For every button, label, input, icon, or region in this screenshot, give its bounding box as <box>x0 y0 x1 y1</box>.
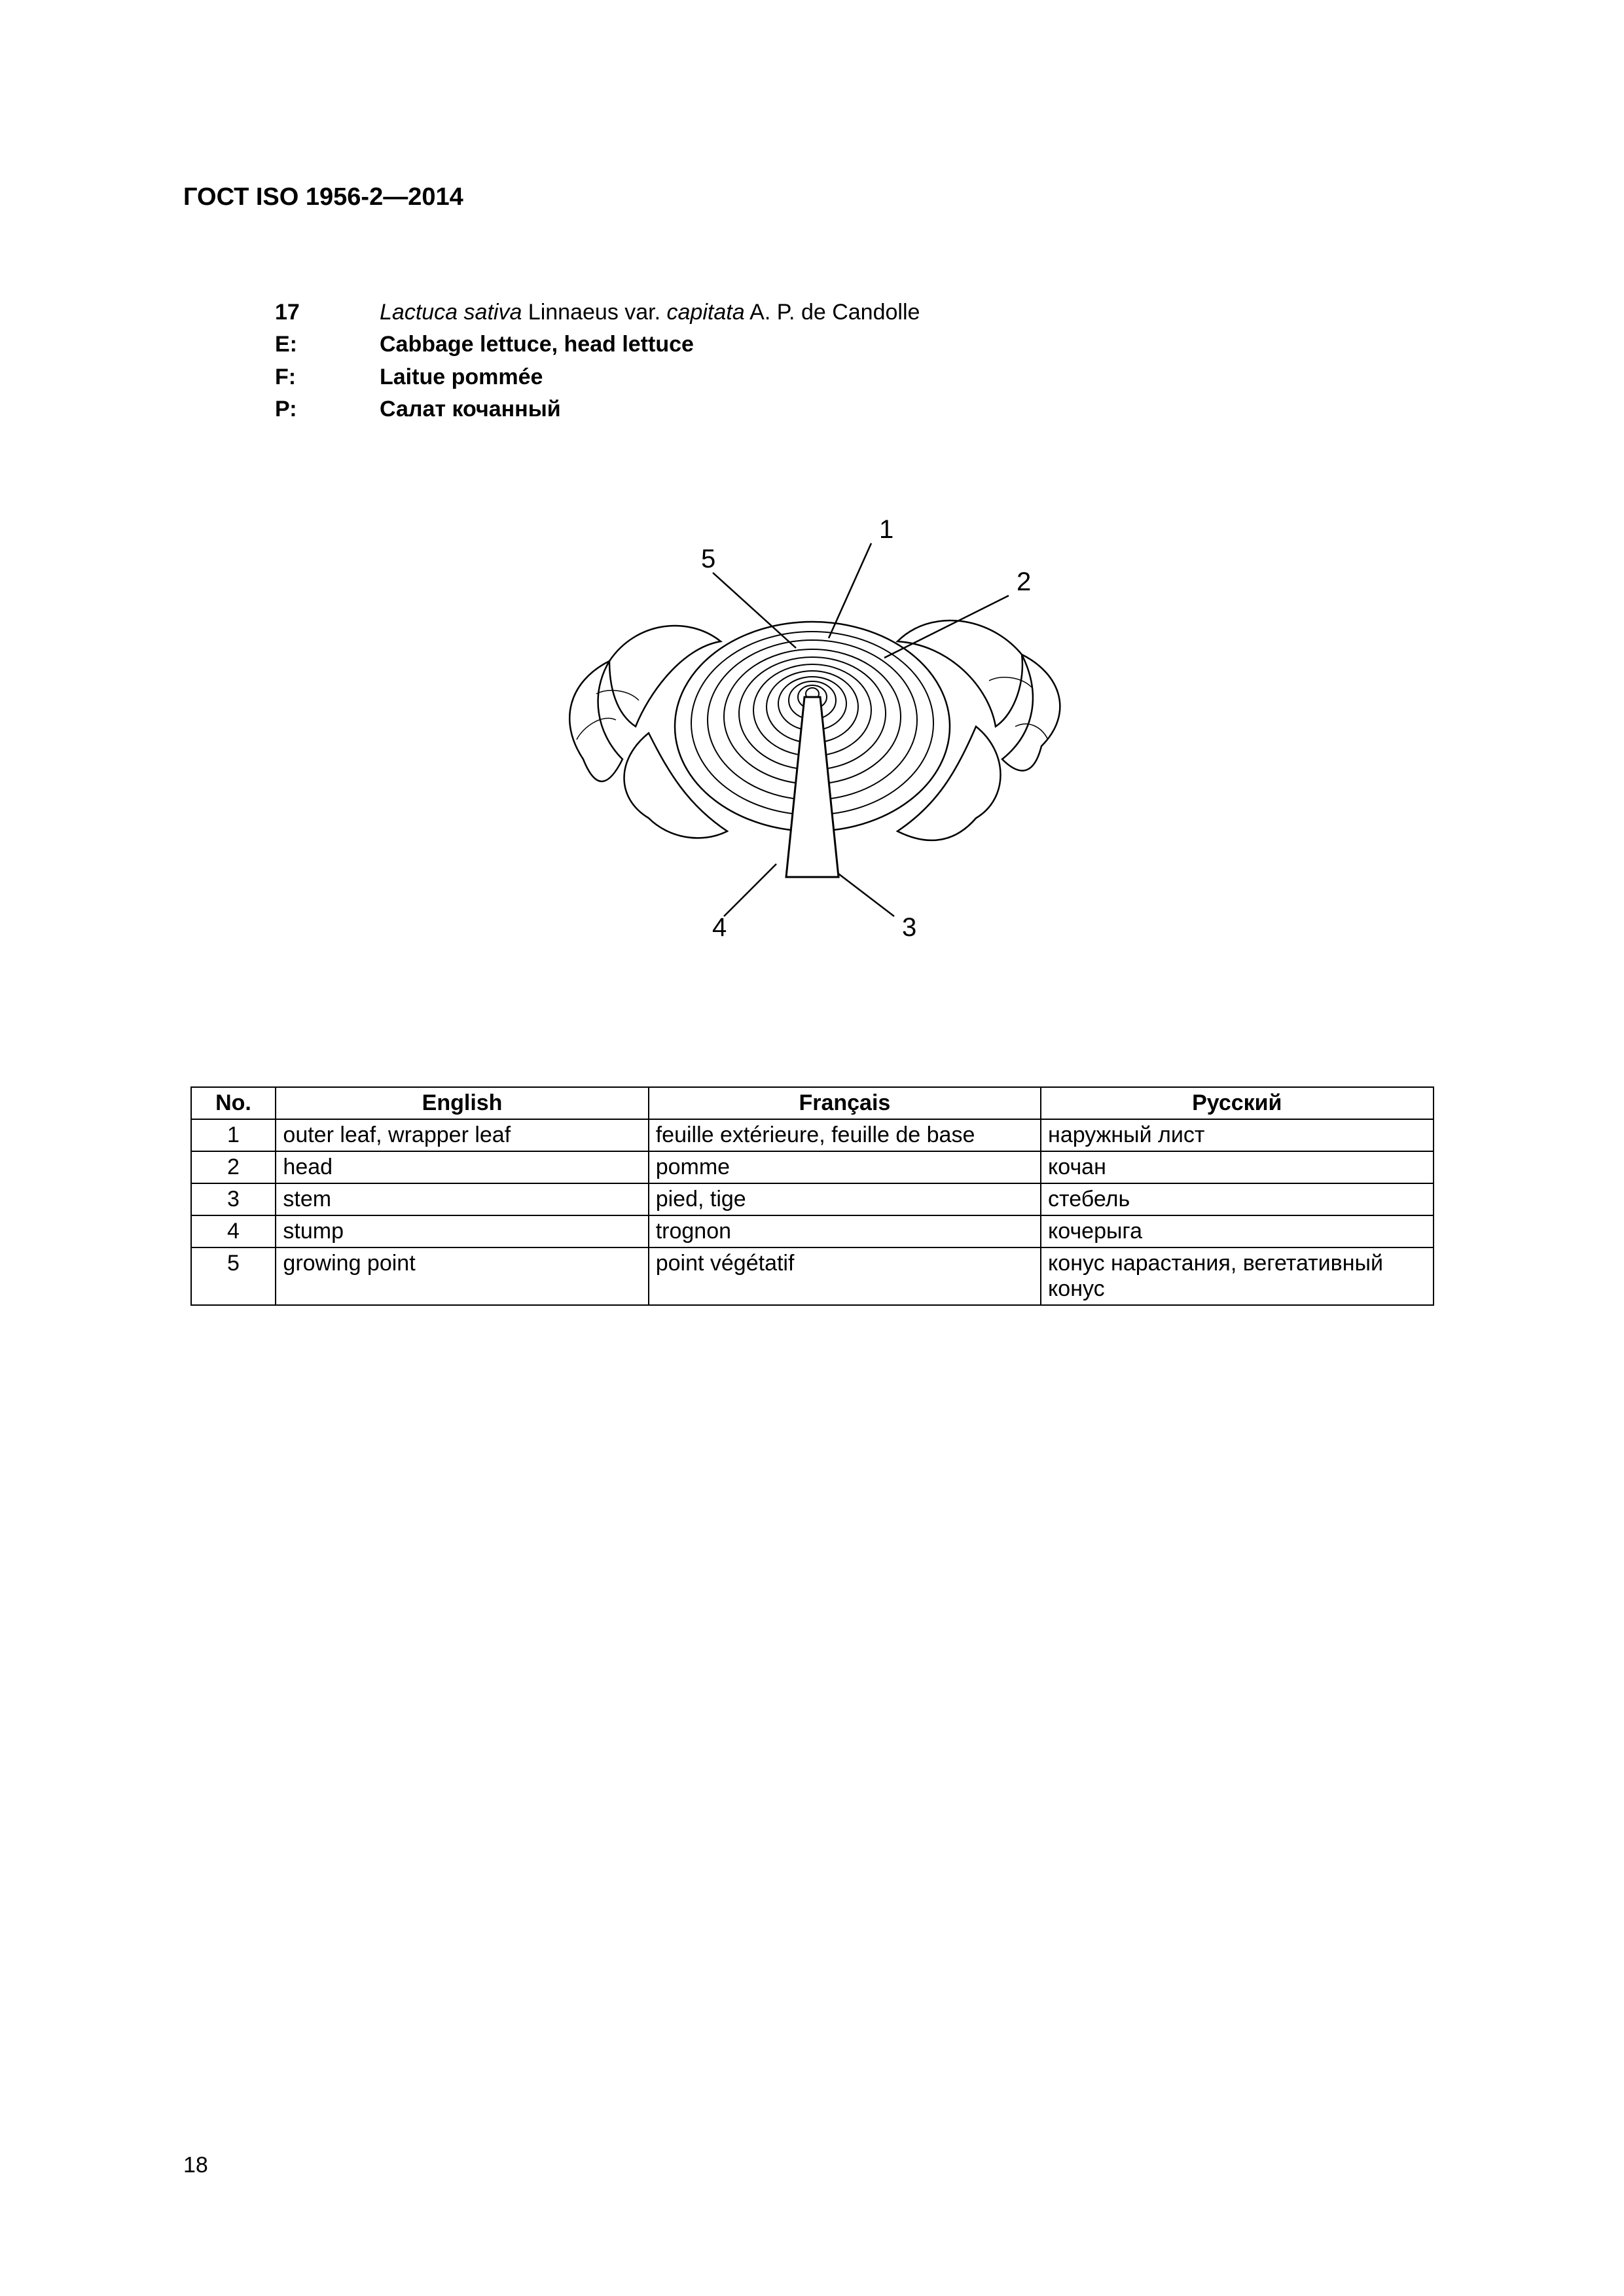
latin-tail: A. P. de Candolle <box>745 300 920 325</box>
table-header-row: No. English Français Русский <box>191 1087 1434 1119</box>
table-cell: trognon <box>649 1215 1041 1247</box>
table-row: 2headpommeкочан <box>191 1151 1434 1183</box>
table-cell: кочан <box>1041 1151 1433 1183</box>
table-cell: outer leaf, wrapper leaf <box>276 1119 648 1151</box>
figure-container: 1 2 3 4 5 <box>183 511 1441 956</box>
table-row: 4stumptrognonкочерыга <box>191 1215 1434 1247</box>
entry-value: Салат кочанный <box>380 393 561 425</box>
table-cell: наружный лист <box>1041 1119 1433 1151</box>
table-cell: 2 <box>191 1151 276 1183</box>
table-cell: 5 <box>191 1247 276 1305</box>
table-cell: stem <box>276 1183 648 1215</box>
table-cell: 1 <box>191 1119 276 1151</box>
standard-header: ГОСТ ISO 1956-2—2014 <box>183 183 1441 211</box>
table-cell: стебель <box>1041 1183 1433 1215</box>
table-cell: 3 <box>191 1183 276 1215</box>
diagram-label: 2 <box>1017 567 1031 596</box>
terms-table-wrap: No. English Français Русский 1outer leaf… <box>190 1086 1434 1306</box>
table-cell: head <box>276 1151 648 1183</box>
table-cell: feuille extérieure, feuille de base <box>649 1119 1041 1151</box>
entry-value: Laitue pommée <box>380 361 543 393</box>
entry-code: Р: <box>275 393 380 425</box>
entry-block: 17 Lactuca sativa Linnaeus var. capitata… <box>275 296 1441 425</box>
table-cell: 4 <box>191 1215 276 1247</box>
diagram-label: 5 <box>701 545 715 573</box>
table-cell: growing point <box>276 1247 648 1305</box>
entry-row: Р: Салат кочанный <box>275 393 1441 425</box>
col-francais: Français <box>649 1087 1041 1119</box>
diagram-label: 4 <box>712 913 727 942</box>
table-row: 1outer leaf, wrapper leaffeuille extérie… <box>191 1119 1434 1151</box>
diagram-label: 3 <box>902 913 916 942</box>
latin-author: Linnaeus var. <box>522 300 666 325</box>
col-russian: Русский <box>1041 1087 1433 1119</box>
table-cell: конус нарастания, вегетативный конус <box>1041 1247 1433 1305</box>
entry-value: Lactuca sativa Linnaeus var. capitata A.… <box>380 296 920 329</box>
table-cell: stump <box>276 1215 648 1247</box>
table-cell: кочерыга <box>1041 1215 1433 1247</box>
entry-code: F: <box>275 361 380 393</box>
table-row: 3stempied, tigeстебель <box>191 1183 1434 1215</box>
latin-name: Lactuca sativa <box>380 300 522 325</box>
col-no: No. <box>191 1087 276 1119</box>
latin-variety: capitata <box>667 300 745 325</box>
table-cell: pied, tige <box>649 1183 1041 1215</box>
table-cell: pomme <box>649 1151 1041 1183</box>
lettuce-diagram: 1 2 3 4 5 <box>518 511 1107 956</box>
entry-row: 17 Lactuca sativa Linnaeus var. capitata… <box>275 296 1441 329</box>
entry-row: E: Cabbage lettuce, head lettuce <box>275 329 1441 361</box>
diagram-label: 1 <box>879 515 893 544</box>
entry-code: E: <box>275 329 380 361</box>
entry-code: 17 <box>275 296 380 329</box>
page-number: 18 <box>183 2153 208 2178</box>
entry-row: F: Laitue pommée <box>275 361 1441 393</box>
entry-value: Cabbage lettuce, head lettuce <box>380 329 694 361</box>
col-english: English <box>276 1087 648 1119</box>
table-row: 5growing pointpoint végétatifконус нарас… <box>191 1247 1434 1305</box>
table-cell: point végétatif <box>649 1247 1041 1305</box>
terms-table: No. English Français Русский 1outer leaf… <box>190 1086 1434 1306</box>
